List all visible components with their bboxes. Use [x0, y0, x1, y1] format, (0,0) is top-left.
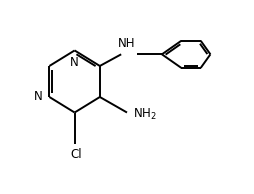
- Text: N: N: [70, 56, 79, 69]
- Text: N: N: [34, 90, 43, 104]
- Text: NH$_2$: NH$_2$: [133, 107, 157, 122]
- Text: Cl: Cl: [71, 148, 82, 161]
- Text: NH: NH: [118, 37, 136, 50]
